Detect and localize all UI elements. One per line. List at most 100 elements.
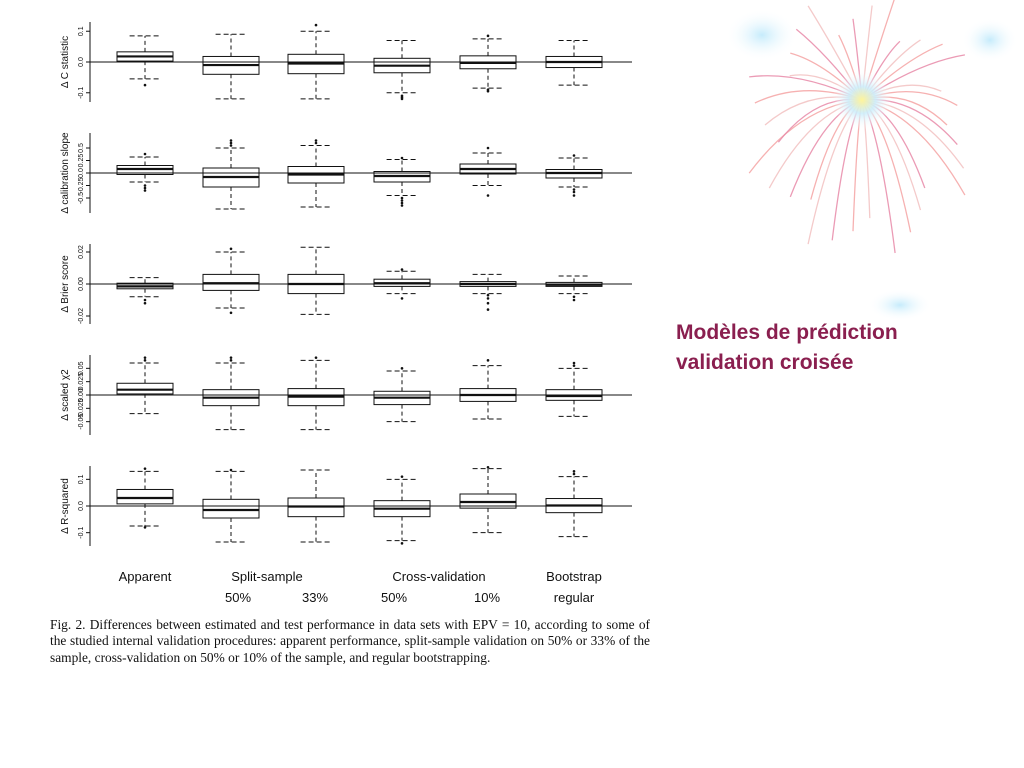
outlier-point bbox=[229, 139, 233, 142]
boxplot-box bbox=[545, 39, 603, 86]
boxplot-box bbox=[459, 359, 517, 420]
boxplot-panel: -0.02 0.00 0.02 Δ Brier score bbox=[60, 244, 632, 324]
outlier-point bbox=[229, 311, 233, 315]
outlier-point bbox=[143, 189, 147, 192]
y-tick-label: 0.0 bbox=[78, 168, 85, 178]
outlier-point bbox=[314, 139, 318, 142]
y-tick-label: 0.025 bbox=[78, 373, 85, 391]
boxplot-box bbox=[202, 33, 260, 100]
interquartile-box bbox=[202, 498, 260, 519]
firework-glow bbox=[726, 9, 798, 61]
outlier-point bbox=[572, 364, 576, 367]
outlier-point bbox=[486, 359, 490, 362]
firework-core bbox=[832, 70, 892, 130]
y-tick-label: 0.0 bbox=[78, 501, 85, 511]
boxplot-box bbox=[287, 23, 345, 100]
outlier-point bbox=[400, 367, 404, 370]
slide-title-line1: Modèles de prédiction bbox=[676, 321, 898, 344]
outlier-point bbox=[572, 188, 576, 191]
outlier-point bbox=[486, 297, 490, 300]
boxplot-box bbox=[545, 275, 603, 302]
outlier-point bbox=[400, 542, 404, 545]
outlier-point bbox=[143, 467, 147, 470]
boxplot-box bbox=[545, 361, 603, 417]
boxplot-panel: -0.5-0.250.00.250.5 Δ calibration slope bbox=[60, 132, 632, 214]
slide-title-line2: validation croisée bbox=[676, 351, 854, 374]
outlier-point bbox=[486, 301, 490, 305]
outlier-point bbox=[143, 301, 147, 305]
y-axis-label: Δ C statistic bbox=[60, 36, 71, 88]
outlier-point bbox=[229, 144, 233, 147]
boxplot-box bbox=[373, 475, 431, 545]
outlier-point bbox=[400, 196, 404, 200]
y-tick-label: -0.1 bbox=[78, 87, 85, 99]
y-axis-label: Δ Brier score bbox=[60, 255, 71, 313]
outlier-point bbox=[486, 194, 490, 197]
boxplot-box bbox=[459, 273, 517, 311]
outlier-point bbox=[314, 141, 318, 145]
outlier-point bbox=[229, 359, 233, 362]
y-tick-label: 0.25 bbox=[78, 154, 85, 168]
outlier-point bbox=[229, 468, 233, 472]
y-tick-label: 0.00 bbox=[78, 388, 85, 402]
outlier-point bbox=[143, 83, 147, 87]
outlier-point bbox=[486, 34, 490, 38]
outlier-point bbox=[400, 156, 404, 160]
outlier-point bbox=[400, 199, 404, 202]
outlier-point bbox=[400, 297, 404, 300]
outlier-point bbox=[229, 356, 233, 359]
figure-caption: Fig. 2. Differences between estimated an… bbox=[50, 617, 650, 665]
y-axis-label: Δ scaled χ2 bbox=[60, 369, 71, 421]
y-tick-label: -0.25 bbox=[78, 177, 85, 193]
y-tick-label: -0.5 bbox=[78, 192, 85, 204]
boxplot-box bbox=[202, 356, 260, 431]
boxplot-box bbox=[373, 268, 431, 300]
boxplot-box bbox=[202, 247, 260, 315]
y-tick-label: -0.025 bbox=[78, 398, 85, 418]
outlier-point bbox=[572, 295, 576, 299]
boxplot-box bbox=[116, 356, 174, 415]
y-tick-label: 0.02 bbox=[78, 245, 85, 259]
boxplot-box bbox=[459, 146, 517, 197]
boxplot-box bbox=[459, 34, 517, 93]
y-tick-label: 0.0 bbox=[78, 57, 85, 67]
boxplot-box bbox=[202, 139, 260, 210]
outlier-point bbox=[400, 201, 404, 205]
boxplot-box bbox=[287, 469, 345, 543]
outlier-point bbox=[229, 141, 233, 145]
outlier-point bbox=[572, 190, 576, 194]
boxplot-box bbox=[202, 468, 260, 543]
outlier-point bbox=[400, 475, 404, 478]
outlier-point bbox=[572, 361, 576, 365]
boxplot-box bbox=[287, 139, 345, 208]
y-tick-label: 0.5 bbox=[78, 143, 85, 153]
outlier-point bbox=[572, 298, 576, 302]
outlier-point bbox=[143, 359, 147, 362]
boxplot-box bbox=[459, 466, 517, 534]
outlier-point bbox=[486, 89, 490, 93]
y-tick-label: -0.02 bbox=[78, 308, 85, 324]
boxplot-box bbox=[116, 35, 174, 87]
boxplot-box bbox=[116, 277, 174, 305]
outlier-point bbox=[143, 298, 147, 302]
y-tick-label: 0.1 bbox=[78, 474, 85, 484]
boxplot-box bbox=[287, 246, 345, 315]
outlier-point bbox=[143, 184, 147, 187]
boxplot-box bbox=[116, 467, 174, 529]
outlier-point bbox=[143, 152, 147, 156]
outlier-point bbox=[572, 194, 576, 197]
slide-title: Modèles de prédiction validation croisée bbox=[676, 318, 1006, 378]
y-axis-label: Δ calibration slope bbox=[60, 132, 71, 214]
y-tick-label: -0.05 bbox=[78, 414, 85, 430]
y-tick-label: 0.00 bbox=[78, 277, 85, 291]
outlier-point bbox=[314, 356, 318, 359]
outlier-point bbox=[486, 466, 490, 469]
boxplot-panel: -0.1 0.0 0.1 Δ R-squared bbox=[60, 466, 632, 546]
y-tick-label: 0.05 bbox=[78, 361, 85, 375]
outlier-point bbox=[143, 186, 147, 190]
outlier-point bbox=[314, 23, 318, 27]
boxplot-figure: -0.10.00.1Δ C statistic-0.5-0.250.00.250… bbox=[60, 22, 632, 546]
outlier-point bbox=[486, 146, 490, 150]
